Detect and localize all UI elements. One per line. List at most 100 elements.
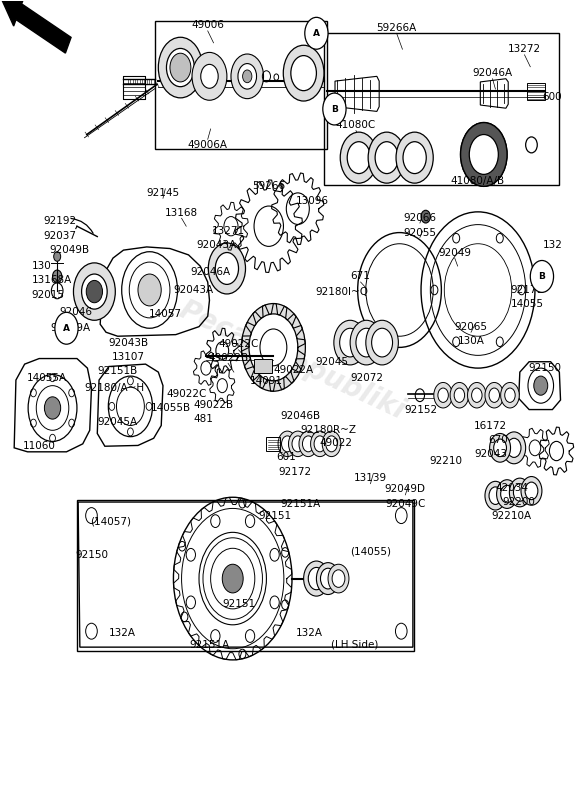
Circle shape bbox=[241, 303, 305, 391]
Text: 92151A: 92151A bbox=[189, 640, 230, 650]
Circle shape bbox=[489, 487, 502, 505]
Circle shape bbox=[534, 376, 548, 395]
Text: 49022A: 49022A bbox=[274, 365, 314, 374]
Circle shape bbox=[434, 382, 453, 408]
Circle shape bbox=[223, 564, 243, 593]
Circle shape bbox=[340, 328, 360, 357]
Text: 92180I~Q: 92180I~Q bbox=[315, 286, 368, 297]
Circle shape bbox=[326, 436, 338, 452]
Text: A: A bbox=[63, 324, 70, 333]
Text: 92150: 92150 bbox=[75, 550, 108, 561]
Circle shape bbox=[454, 388, 465, 402]
Text: 49006: 49006 bbox=[192, 20, 224, 30]
Circle shape bbox=[489, 388, 499, 402]
Circle shape bbox=[55, 312, 78, 344]
Text: 13168: 13168 bbox=[165, 208, 198, 218]
Circle shape bbox=[507, 438, 521, 458]
Text: 92043: 92043 bbox=[474, 450, 507, 459]
Text: 601: 601 bbox=[276, 452, 296, 462]
Circle shape bbox=[158, 38, 203, 98]
Text: 92049: 92049 bbox=[438, 247, 471, 258]
FancyArrow shape bbox=[2, 0, 71, 53]
Text: 92151: 92151 bbox=[258, 511, 291, 522]
Circle shape bbox=[311, 431, 329, 457]
Text: 59266: 59266 bbox=[252, 182, 286, 191]
Circle shape bbox=[322, 431, 341, 457]
Text: 132: 132 bbox=[543, 239, 562, 250]
Circle shape bbox=[208, 243, 245, 294]
Circle shape bbox=[231, 54, 263, 98]
Bar bbox=[266, 437, 280, 451]
Text: (14057): (14057) bbox=[90, 516, 131, 526]
Circle shape bbox=[138, 274, 161, 306]
Circle shape bbox=[305, 18, 328, 50]
Text: 11060: 11060 bbox=[23, 442, 55, 451]
Circle shape bbox=[450, 382, 469, 408]
Text: 92046A: 92046A bbox=[190, 267, 231, 278]
Circle shape bbox=[53, 270, 62, 283]
Circle shape bbox=[170, 54, 191, 82]
Circle shape bbox=[291, 56, 317, 90]
Text: 92037: 92037 bbox=[43, 230, 77, 241]
Text: 92200: 92200 bbox=[502, 497, 535, 507]
Text: 59266A: 59266A bbox=[377, 22, 417, 33]
Text: A: A bbox=[313, 29, 320, 38]
Circle shape bbox=[461, 122, 507, 186]
Text: 481: 481 bbox=[194, 414, 214, 424]
Circle shape bbox=[54, 252, 61, 262]
Circle shape bbox=[485, 482, 506, 510]
Text: 92072: 92072 bbox=[350, 373, 383, 382]
Circle shape bbox=[321, 568, 336, 589]
Circle shape bbox=[347, 142, 370, 174]
Text: 130A: 130A bbox=[458, 336, 485, 346]
Circle shape bbox=[485, 382, 503, 408]
Text: 92055: 92055 bbox=[404, 227, 436, 238]
Circle shape bbox=[288, 431, 307, 457]
Text: 92145: 92145 bbox=[147, 188, 179, 198]
Text: 92152: 92152 bbox=[405, 405, 437, 414]
Circle shape bbox=[371, 328, 392, 357]
Text: 14055B: 14055B bbox=[151, 403, 191, 413]
Text: 92172: 92172 bbox=[279, 466, 311, 477]
Circle shape bbox=[283, 46, 324, 101]
Bar bbox=[254, 358, 272, 373]
Text: 13271: 13271 bbox=[211, 226, 245, 236]
Text: (14055): (14055) bbox=[350, 546, 391, 557]
Circle shape bbox=[317, 562, 340, 594]
Text: 92043A: 92043A bbox=[196, 240, 237, 250]
Circle shape bbox=[368, 132, 405, 183]
Circle shape bbox=[502, 432, 526, 464]
Text: 92046A: 92046A bbox=[472, 68, 513, 78]
Circle shape bbox=[299, 431, 318, 457]
Circle shape bbox=[396, 132, 433, 183]
Text: 13168A: 13168A bbox=[32, 275, 72, 286]
Circle shape bbox=[82, 274, 107, 309]
Bar bbox=[324, 34, 559, 185]
Circle shape bbox=[201, 64, 218, 88]
Circle shape bbox=[328, 564, 349, 593]
Text: 49022B: 49022B bbox=[193, 400, 234, 410]
Circle shape bbox=[334, 320, 366, 365]
Circle shape bbox=[304, 561, 329, 596]
Text: 13096: 13096 bbox=[296, 196, 329, 206]
Text: 42034: 42034 bbox=[495, 482, 528, 493]
Text: 92043A: 92043A bbox=[173, 285, 213, 295]
Circle shape bbox=[472, 388, 482, 402]
Text: B: B bbox=[331, 105, 338, 114]
Circle shape bbox=[281, 436, 293, 452]
Circle shape bbox=[513, 484, 526, 502]
Circle shape bbox=[496, 480, 517, 509]
Circle shape bbox=[44, 397, 61, 419]
Circle shape bbox=[530, 261, 554, 292]
Circle shape bbox=[323, 93, 346, 125]
Circle shape bbox=[292, 436, 304, 452]
Text: 92066: 92066 bbox=[404, 214, 436, 223]
Text: 92045: 92045 bbox=[315, 357, 348, 366]
Text: 92180/A~H: 92180/A~H bbox=[85, 383, 145, 393]
Text: 49022B: 49022B bbox=[208, 353, 248, 362]
Text: 92046B: 92046B bbox=[281, 411, 321, 421]
Text: 49022C: 49022C bbox=[218, 339, 259, 349]
Circle shape bbox=[493, 439, 506, 457]
Text: 92046: 92046 bbox=[60, 307, 92, 318]
Text: 92065: 92065 bbox=[454, 322, 488, 332]
